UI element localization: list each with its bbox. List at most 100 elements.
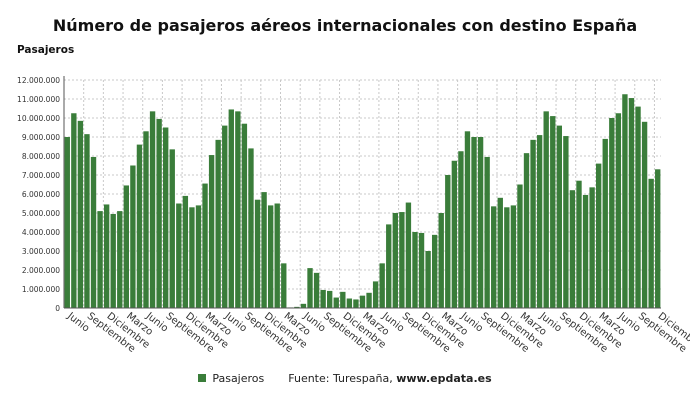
bar bbox=[635, 106, 641, 308]
bar bbox=[71, 113, 77, 308]
bar bbox=[504, 207, 510, 308]
bar bbox=[143, 131, 149, 308]
y-tick-label: 6.000.000 bbox=[22, 190, 60, 199]
bar bbox=[471, 137, 477, 308]
y-tick-label: 11.000.000 bbox=[17, 95, 60, 104]
bar bbox=[451, 160, 458, 308]
bar bbox=[202, 183, 208, 308]
y-tick-label: 4.000.000 bbox=[22, 228, 60, 237]
bar bbox=[228, 109, 234, 308]
bar bbox=[556, 125, 562, 308]
bar bbox=[110, 213, 116, 308]
bar bbox=[418, 232, 425, 308]
bar bbox=[655, 169, 661, 308]
y-tick-label: 7.000.000 bbox=[22, 171, 60, 180]
bar bbox=[340, 291, 346, 308]
bar bbox=[641, 121, 648, 308]
bar bbox=[215, 139, 221, 308]
bar bbox=[438, 213, 444, 308]
bar bbox=[530, 139, 536, 308]
bar bbox=[103, 204, 110, 308]
y-tick-label: 5.000.000 bbox=[22, 209, 60, 218]
bar bbox=[392, 213, 398, 308]
y-tick-label: 9.000.000 bbox=[22, 133, 60, 142]
x-tick-label: Junio bbox=[64, 310, 91, 334]
bar bbox=[274, 203, 280, 308]
bar bbox=[628, 98, 635, 308]
legend-swatch bbox=[198, 374, 207, 382]
bar bbox=[163, 127, 169, 308]
bar bbox=[405, 202, 412, 308]
bar bbox=[615, 113, 622, 308]
bar bbox=[294, 306, 300, 308]
bar bbox=[386, 224, 392, 308]
bar bbox=[458, 151, 464, 308]
bar bbox=[648, 178, 654, 308]
bar bbox=[399, 212, 405, 308]
bar bbox=[563, 136, 569, 308]
bar bbox=[149, 111, 156, 308]
bar bbox=[431, 234, 438, 308]
bar bbox=[130, 165, 136, 308]
source-link[interactable]: www.epdata.es bbox=[396, 372, 492, 385]
bar bbox=[484, 156, 490, 308]
bar bbox=[412, 232, 418, 308]
bar bbox=[595, 163, 602, 308]
bar bbox=[576, 180, 582, 308]
bar bbox=[510, 205, 517, 308]
bar bbox=[208, 155, 215, 308]
bar bbox=[379, 263, 385, 308]
bar bbox=[241, 123, 248, 308]
bar bbox=[90, 156, 97, 308]
y-tick-label: 0 bbox=[55, 304, 60, 313]
bar bbox=[372, 281, 379, 308]
legend: Pasajeros Fuente: Turespaña, www.epdata.e… bbox=[0, 372, 690, 385]
bar bbox=[235, 111, 241, 308]
bar bbox=[176, 203, 182, 308]
y-axis-label: Pasajeros bbox=[17, 44, 75, 56]
bar bbox=[97, 211, 103, 308]
bar bbox=[267, 205, 274, 308]
bar bbox=[622, 94, 628, 308]
bar bbox=[261, 192, 267, 308]
bar bbox=[346, 298, 353, 308]
bar bbox=[189, 207, 195, 308]
bar bbox=[609, 118, 615, 308]
bar bbox=[156, 118, 162, 308]
bar bbox=[333, 297, 339, 308]
chart-plot: 0 1.000.000 2.000.000 3.000.000 4.000.000 5.0… bbox=[17, 76, 690, 355]
legend-series-label[interactable]: Pasajeros bbox=[212, 372, 265, 385]
bar bbox=[77, 120, 84, 308]
y-tick-label: 8.000.000 bbox=[22, 152, 60, 161]
bar bbox=[589, 187, 595, 308]
bar bbox=[582, 194, 589, 308]
bar bbox=[123, 185, 130, 308]
bar bbox=[182, 195, 189, 308]
bar bbox=[445, 175, 451, 308]
bar bbox=[307, 268, 313, 308]
bar bbox=[313, 272, 320, 308]
bar bbox=[136, 144, 143, 308]
bar bbox=[602, 138, 608, 308]
bar bbox=[491, 206, 497, 308]
bar bbox=[523, 153, 530, 308]
bar bbox=[222, 125, 228, 308]
bar bbox=[569, 190, 576, 308]
bar bbox=[497, 197, 503, 308]
bar bbox=[254, 199, 261, 308]
bar bbox=[359, 295, 366, 308]
bar bbox=[300, 303, 307, 308]
y-tick-label: 1.000.000 bbox=[22, 285, 60, 294]
bar bbox=[353, 299, 359, 308]
bar bbox=[550, 116, 556, 308]
bar bbox=[464, 131, 471, 308]
bar bbox=[84, 134, 90, 308]
y-tick-label: 2.000.000 bbox=[22, 266, 60, 275]
bar bbox=[543, 111, 549, 308]
y-tick-label: 10.000.000 bbox=[17, 114, 60, 123]
bar bbox=[327, 290, 333, 308]
bar bbox=[248, 148, 254, 308]
bar bbox=[320, 289, 326, 308]
bar bbox=[169, 149, 175, 308]
